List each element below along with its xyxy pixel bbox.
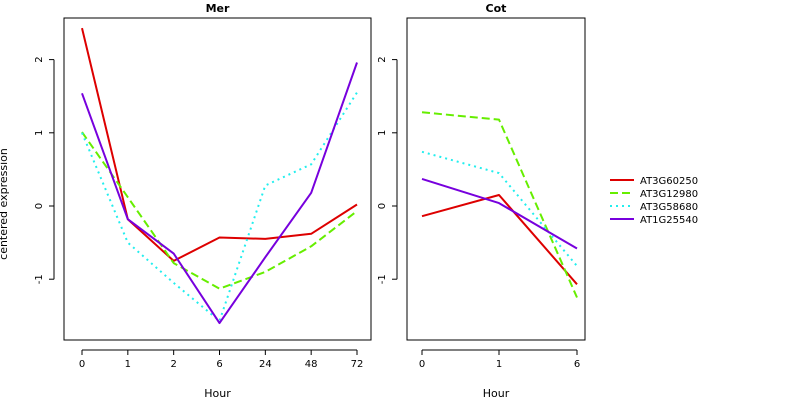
x-tick-label: 6	[216, 359, 222, 370]
series-line-at1g25540	[81, 62, 358, 325]
x-axis-title: Hour	[204, 387, 231, 400]
x-axis-title: Hour	[483, 387, 510, 400]
series-line-at3g60250	[81, 27, 358, 262]
x-tick-label: 24	[259, 359, 272, 370]
panel-cot: Cot 0 1 6 Hour -1 0 1 2	[377, 2, 586, 400]
x-tick-label: 0	[79, 359, 85, 370]
legend: AT3G60250 AT3G12980 AT3G58680 AT1G25540	[610, 176, 698, 226]
plot-frame	[63, 17, 372, 341]
y-tick-label: -1	[377, 274, 388, 284]
x-tick-label: 1	[496, 359, 502, 370]
y-tick-label: 0	[377, 203, 388, 209]
y-tick-label: -1	[34, 274, 45, 284]
y-tick-label: 2	[34, 56, 45, 62]
series-line-at3g60250	[421, 194, 578, 285]
x-tick-label: 48	[305, 359, 318, 370]
x-tick-label: 2	[170, 359, 176, 370]
y-tick-label: 0	[34, 203, 45, 209]
x-tick-label: 72	[351, 359, 364, 370]
legend-label: AT3G12980	[640, 189, 698, 200]
series-line-at3g58680	[81, 91, 358, 322]
panel-mer: Mer 0 1 2 6 24 48 72 Hour -1 0 1 2	[34, 2, 372, 400]
legend-item: AT1G25540	[610, 215, 698, 226]
legend-label: AT3G58680	[640, 202, 698, 213]
y-tick-label: 1	[34, 130, 45, 136]
panel-title: Mer	[206, 2, 230, 15]
y-axis-title: centered expression	[0, 148, 10, 260]
legend-item: AT3G58680	[610, 202, 698, 213]
y-tick-label: 2	[377, 56, 388, 62]
series-line-at1g25540	[421, 177, 578, 250]
series-line-at3g12980	[421, 111, 578, 298]
legend-label: AT1G25540	[640, 215, 698, 226]
y-tick-label: 1	[377, 130, 388, 136]
plot-frame	[406, 17, 586, 341]
x-tick-label: 6	[574, 359, 580, 370]
x-tick-label: 1	[125, 359, 131, 370]
legend-item: AT3G60250	[610, 176, 698, 187]
legend-label: AT3G60250	[640, 176, 698, 187]
panel-title: Cot	[486, 2, 507, 15]
series-line-at3g12980	[81, 131, 358, 290]
legend-item: AT3G12980	[610, 189, 698, 200]
panels: Mer 0 1 2 6 24 48 72 Hour -1 0 1 2 Cot 0 1 6 Hour -1 0 1 2	[34, 2, 586, 400]
x-tick-label: 0	[419, 359, 425, 370]
series-line-at3g58680	[421, 150, 578, 267]
